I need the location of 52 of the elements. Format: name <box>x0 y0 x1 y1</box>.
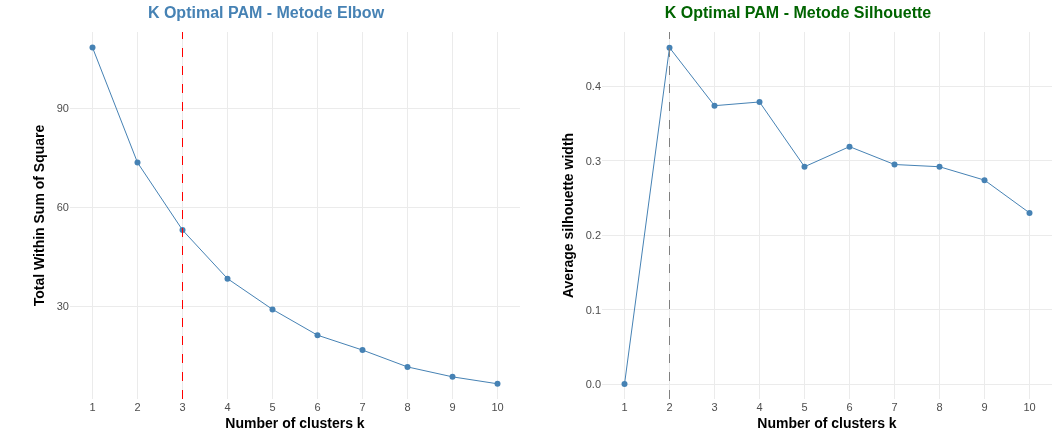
y-tick-label: 0.1 <box>585 303 601 316</box>
chart-title: K Optimal PAM - Metode Elbow <box>147 3 385 21</box>
point <box>314 332 321 339</box>
y-tick-label: 0.3 <box>585 154 601 167</box>
y-tick-label: 30 <box>56 300 69 313</box>
x-tick-label: 7 <box>359 401 366 413</box>
point <box>359 347 366 354</box>
x-tick-label: 2 <box>134 401 141 413</box>
x-tick-label: 8 <box>936 401 943 413</box>
y-axis-title: Average silhouette width <box>560 132 577 299</box>
y-axis-title: Total Within Sum of Square <box>31 124 48 307</box>
x-tick-label: 10 <box>491 401 504 413</box>
point <box>89 44 96 51</box>
chart-title: K Optimal PAM - Metode Silhouette <box>664 3 932 21</box>
x-tick-label: 4 <box>224 401 231 413</box>
point <box>756 98 763 105</box>
point <box>981 177 988 184</box>
y-tick-label: 60 <box>56 201 69 214</box>
x-tick-label: 3 <box>179 401 186 413</box>
x-tick-label: 8 <box>404 401 411 413</box>
x-tick-label: 10 <box>1023 401 1036 413</box>
point <box>711 102 718 109</box>
x-tick-label: 1 <box>621 401 628 413</box>
point <box>621 381 628 388</box>
point <box>1026 209 1033 216</box>
x-tick-label: 2 <box>666 401 673 413</box>
x-tick-label: 6 <box>314 401 321 413</box>
x-tick-label: 1 <box>89 401 96 413</box>
point <box>449 373 456 380</box>
x-tick-label: 7 <box>891 401 898 413</box>
x-axis-title: Number of clusters k <box>225 415 365 432</box>
y-tick-label: 0.0 <box>585 377 601 390</box>
x-tick-label: 5 <box>269 401 276 413</box>
point <box>846 143 853 150</box>
point <box>494 380 501 387</box>
x-tick-label: 6 <box>846 401 853 413</box>
point <box>891 161 898 168</box>
y-tick-label: 0.4 <box>585 80 601 93</box>
x-tick-label: 9 <box>981 401 988 413</box>
x-tick-label: 4 <box>756 401 763 413</box>
x-axis-title: Number of clusters k <box>757 415 897 432</box>
point <box>224 275 231 282</box>
x-tick-label: 5 <box>801 401 808 413</box>
x-tick-label: 3 <box>711 401 718 413</box>
y-tick-label: 0.2 <box>585 229 601 242</box>
x-tick-label: 9 <box>449 401 456 413</box>
point <box>134 159 141 166</box>
y-tick-label: 90 <box>56 101 69 114</box>
point <box>404 363 411 370</box>
point <box>801 163 808 170</box>
point <box>936 163 943 170</box>
point <box>269 306 276 313</box>
